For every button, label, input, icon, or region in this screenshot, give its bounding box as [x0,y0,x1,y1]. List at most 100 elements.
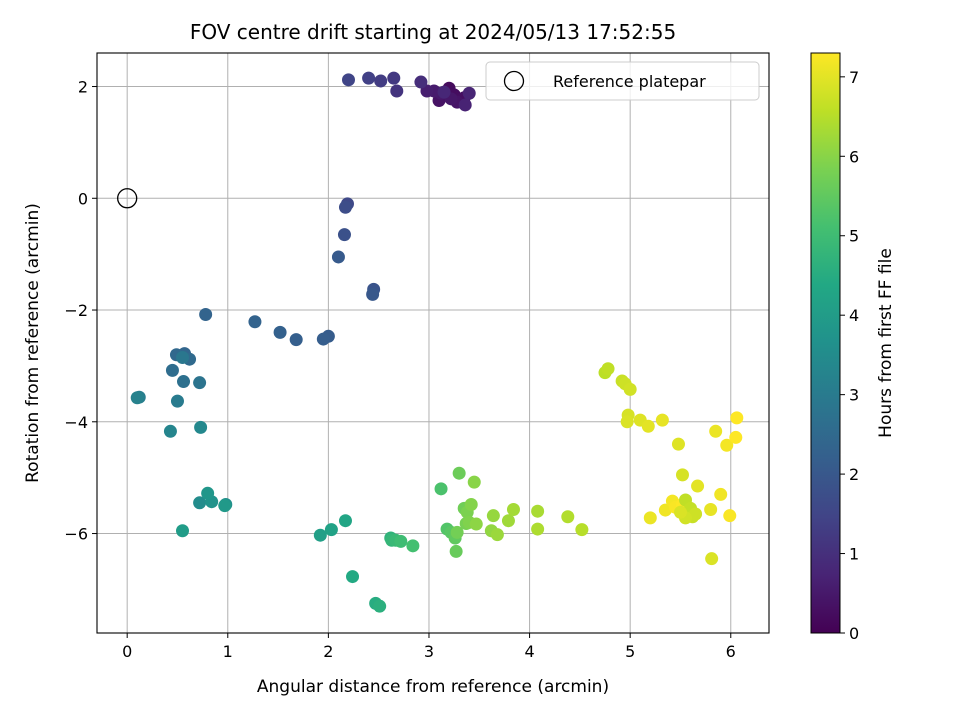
scatter-point [506,503,520,517]
colorbar-ticks: 0 1 2 3 4 5 6 7 [840,68,859,643]
scatter-point [176,351,190,365]
x-tick-label: 3 [424,642,434,661]
scatter-point [673,505,687,519]
scatter-point [394,534,408,548]
reference-platepar-marker [117,188,138,209]
x-axis-ticks: 0 1 2 3 4 5 6 [122,633,736,661]
scatter-point [341,73,355,87]
x-tick-label: 5 [625,642,635,661]
scatter-point [720,438,734,452]
scatter-point [338,514,352,528]
scatter-point [705,552,719,566]
scatter-point [170,394,184,408]
legend-marker-reference [503,70,525,92]
scatter-point [691,479,705,493]
scatter-point [313,528,327,542]
scatter-point [641,419,655,433]
scatter-point [714,487,728,501]
scatter-point [362,71,376,85]
scatter-point [177,375,191,389]
scatter-point [531,522,545,536]
scatter-point [366,287,380,301]
scatter-point [531,504,545,518]
scatter-points [130,71,744,613]
y-tick-label: 2 [78,78,88,97]
scatter-point [464,497,478,511]
scatter-point [218,499,232,513]
scatter-point [601,362,615,376]
scatter-point [671,437,685,451]
scatter-point [165,363,179,377]
scatter-point [689,507,703,521]
scatter-point [452,466,466,480]
scatter-point [163,424,177,438]
x-tick-label: 2 [323,642,333,661]
scatter-point [434,482,448,496]
y-tick-label: −4 [64,413,88,432]
scatter-point [193,376,207,390]
scatter-point [462,86,476,100]
scatter-point [450,525,464,539]
x-tick-label: 6 [726,642,736,661]
scatter-point [324,523,338,537]
y-tick-label: 0 [78,189,88,208]
colorbar-tick-label: 0 [849,624,859,643]
scatter-point [709,424,723,438]
scatter-point [406,539,420,553]
scatter-point [273,325,287,339]
x-tick-label: 4 [524,642,534,661]
chart-title: FOV centre drift starting at 2024/05/13 … [190,20,676,44]
scatter-point [449,544,463,558]
scatter-point [199,308,213,322]
y-axis-label: Rotation from reference (arcmin) [23,203,43,483]
colorbar: 0 1 2 3 4 5 6 7 Hours from first FF file [810,52,896,643]
colorbar-label: Hours from first FF file [876,248,896,438]
grid [97,53,769,633]
scatter-point [248,315,262,329]
scatter-point [658,503,672,517]
colorbar-tick-label: 1 [849,545,859,564]
colorbar-tick-label: 3 [849,386,859,405]
y-axis-ticks: −6 −4 −2 0 2 [64,78,97,544]
scatter-point [316,332,330,346]
scatter-point [730,411,744,425]
x-tick-label: 1 [223,642,233,661]
scatter-point [289,333,303,347]
scatter-point [130,391,144,405]
scatter-point [337,228,351,242]
scatter-point [643,511,657,525]
scatter-point [373,599,387,613]
scatter-point [486,509,500,523]
scatter-point [458,98,472,112]
scatter-point [620,415,634,429]
colorbar-gradient [810,52,841,634]
colorbar-tick-label: 4 [849,306,859,325]
colorbar-tick-label: 6 [849,147,859,166]
scatter-point [561,510,575,524]
scatter-point [338,200,352,214]
scatter-point [490,528,504,542]
scatter-point [704,503,718,517]
scatter-point [729,430,743,444]
scatter-point [501,514,515,528]
scatter-point [623,382,637,396]
colorbar-tick-label: 2 [849,465,859,484]
scatter-point [201,486,215,500]
colorbar-tick-label: 7 [849,68,859,87]
scatter-point [176,524,190,538]
x-axis-label: Angular distance from reference (arcmin) [257,677,609,697]
scatter-point [390,84,404,98]
scatter-point [723,509,737,523]
reference-marker-layer [117,188,138,209]
colorbar-tick-label: 5 [849,227,859,246]
scatter-point [467,475,481,489]
scatter-point [331,250,345,264]
scatter-point [194,420,208,434]
scatter-point [193,496,207,510]
scatter-point [675,468,689,482]
scatter-point [387,71,401,85]
x-tick-label: 0 [122,642,132,661]
legend-box [485,61,760,101]
scatter-point [346,570,360,584]
